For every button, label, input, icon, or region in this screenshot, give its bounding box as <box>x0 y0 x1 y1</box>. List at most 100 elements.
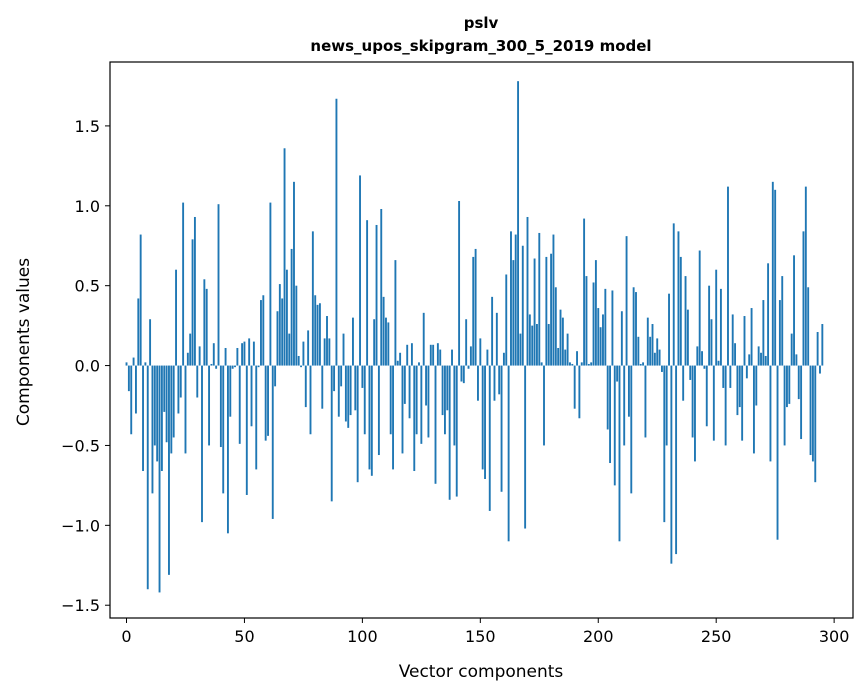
bar <box>668 293 670 366</box>
x-tick-label: 50 <box>234 627 254 646</box>
bar <box>274 365 277 387</box>
bar <box>337 365 340 417</box>
bar <box>710 319 713 366</box>
bar <box>644 365 647 438</box>
y-tick-label: 1.5 <box>75 117 100 136</box>
bar <box>564 349 567 366</box>
bar <box>142 365 144 472</box>
y-tick-label: 1.0 <box>75 197 100 216</box>
bar <box>512 260 515 366</box>
x-tick-label: 100 <box>347 627 378 646</box>
bar <box>135 365 137 414</box>
bar <box>191 239 194 366</box>
bar <box>243 341 246 366</box>
x-axis-label: Vector components <box>399 662 564 682</box>
bar <box>356 365 359 483</box>
bar <box>488 365 491 511</box>
bar <box>757 346 760 366</box>
bar <box>302 341 305 366</box>
bar <box>576 351 578 366</box>
bar <box>127 365 130 392</box>
bar <box>472 256 475 366</box>
bar <box>444 365 446 435</box>
bar <box>146 365 149 590</box>
bar <box>760 352 762 366</box>
bar <box>816 332 819 366</box>
bar <box>573 365 576 409</box>
bar <box>719 288 722 366</box>
bar <box>153 365 156 446</box>
bar <box>517 81 520 366</box>
bar <box>380 208 383 366</box>
bar <box>569 362 571 366</box>
bar <box>731 314 734 366</box>
bar <box>623 365 626 446</box>
bar <box>552 234 555 366</box>
bar <box>307 330 310 366</box>
bar <box>561 317 564 366</box>
x-tick-label: 300 <box>819 627 850 646</box>
y-tick-label: −1.0 <box>61 516 100 535</box>
bar <box>651 324 654 366</box>
x-tick-label: 0 <box>121 627 131 646</box>
bar <box>580 362 583 366</box>
bar <box>767 263 770 366</box>
bar <box>477 365 479 401</box>
bar <box>385 317 387 366</box>
bar <box>571 363 574 366</box>
bar <box>451 349 453 366</box>
bar <box>627 365 630 417</box>
bar <box>493 365 496 401</box>
bar <box>528 314 531 366</box>
bar <box>686 309 689 366</box>
bar <box>222 365 225 494</box>
bar <box>389 365 392 435</box>
bar <box>151 365 154 494</box>
bar <box>498 365 501 395</box>
bar <box>585 276 588 366</box>
bar <box>795 354 798 366</box>
bar <box>559 309 562 366</box>
bar <box>420 365 423 444</box>
bar <box>547 324 550 366</box>
bar <box>248 338 251 366</box>
bar <box>689 365 692 380</box>
bar <box>156 365 159 462</box>
bar <box>448 365 451 500</box>
bar <box>290 248 293 366</box>
bar <box>679 256 682 366</box>
bar <box>500 365 503 492</box>
bar <box>288 333 291 366</box>
bar <box>300 365 302 368</box>
bar <box>495 312 498 366</box>
bar <box>467 365 470 369</box>
bar <box>271 365 274 519</box>
bar <box>434 365 437 484</box>
bar <box>406 344 409 366</box>
bar <box>639 363 642 366</box>
bar <box>729 365 732 388</box>
bar <box>653 352 656 366</box>
bar <box>712 365 715 441</box>
bar <box>203 279 206 366</box>
bar <box>625 236 628 366</box>
bar <box>682 365 685 401</box>
bar <box>613 365 616 486</box>
bar <box>800 365 803 440</box>
x-axis-ticks: 0 50 100 150 200 250 300 <box>121 618 849 646</box>
bar <box>533 258 536 366</box>
bar <box>262 295 265 366</box>
bar <box>212 343 215 366</box>
bar <box>696 346 699 366</box>
bar <box>267 365 269 436</box>
bar <box>774 189 777 366</box>
bar <box>361 365 364 388</box>
bar <box>691 365 694 438</box>
bar <box>132 357 135 366</box>
bar <box>328 338 331 366</box>
bar <box>401 365 404 454</box>
bar <box>524 365 527 529</box>
bar <box>260 300 262 366</box>
bar <box>771 181 774 366</box>
